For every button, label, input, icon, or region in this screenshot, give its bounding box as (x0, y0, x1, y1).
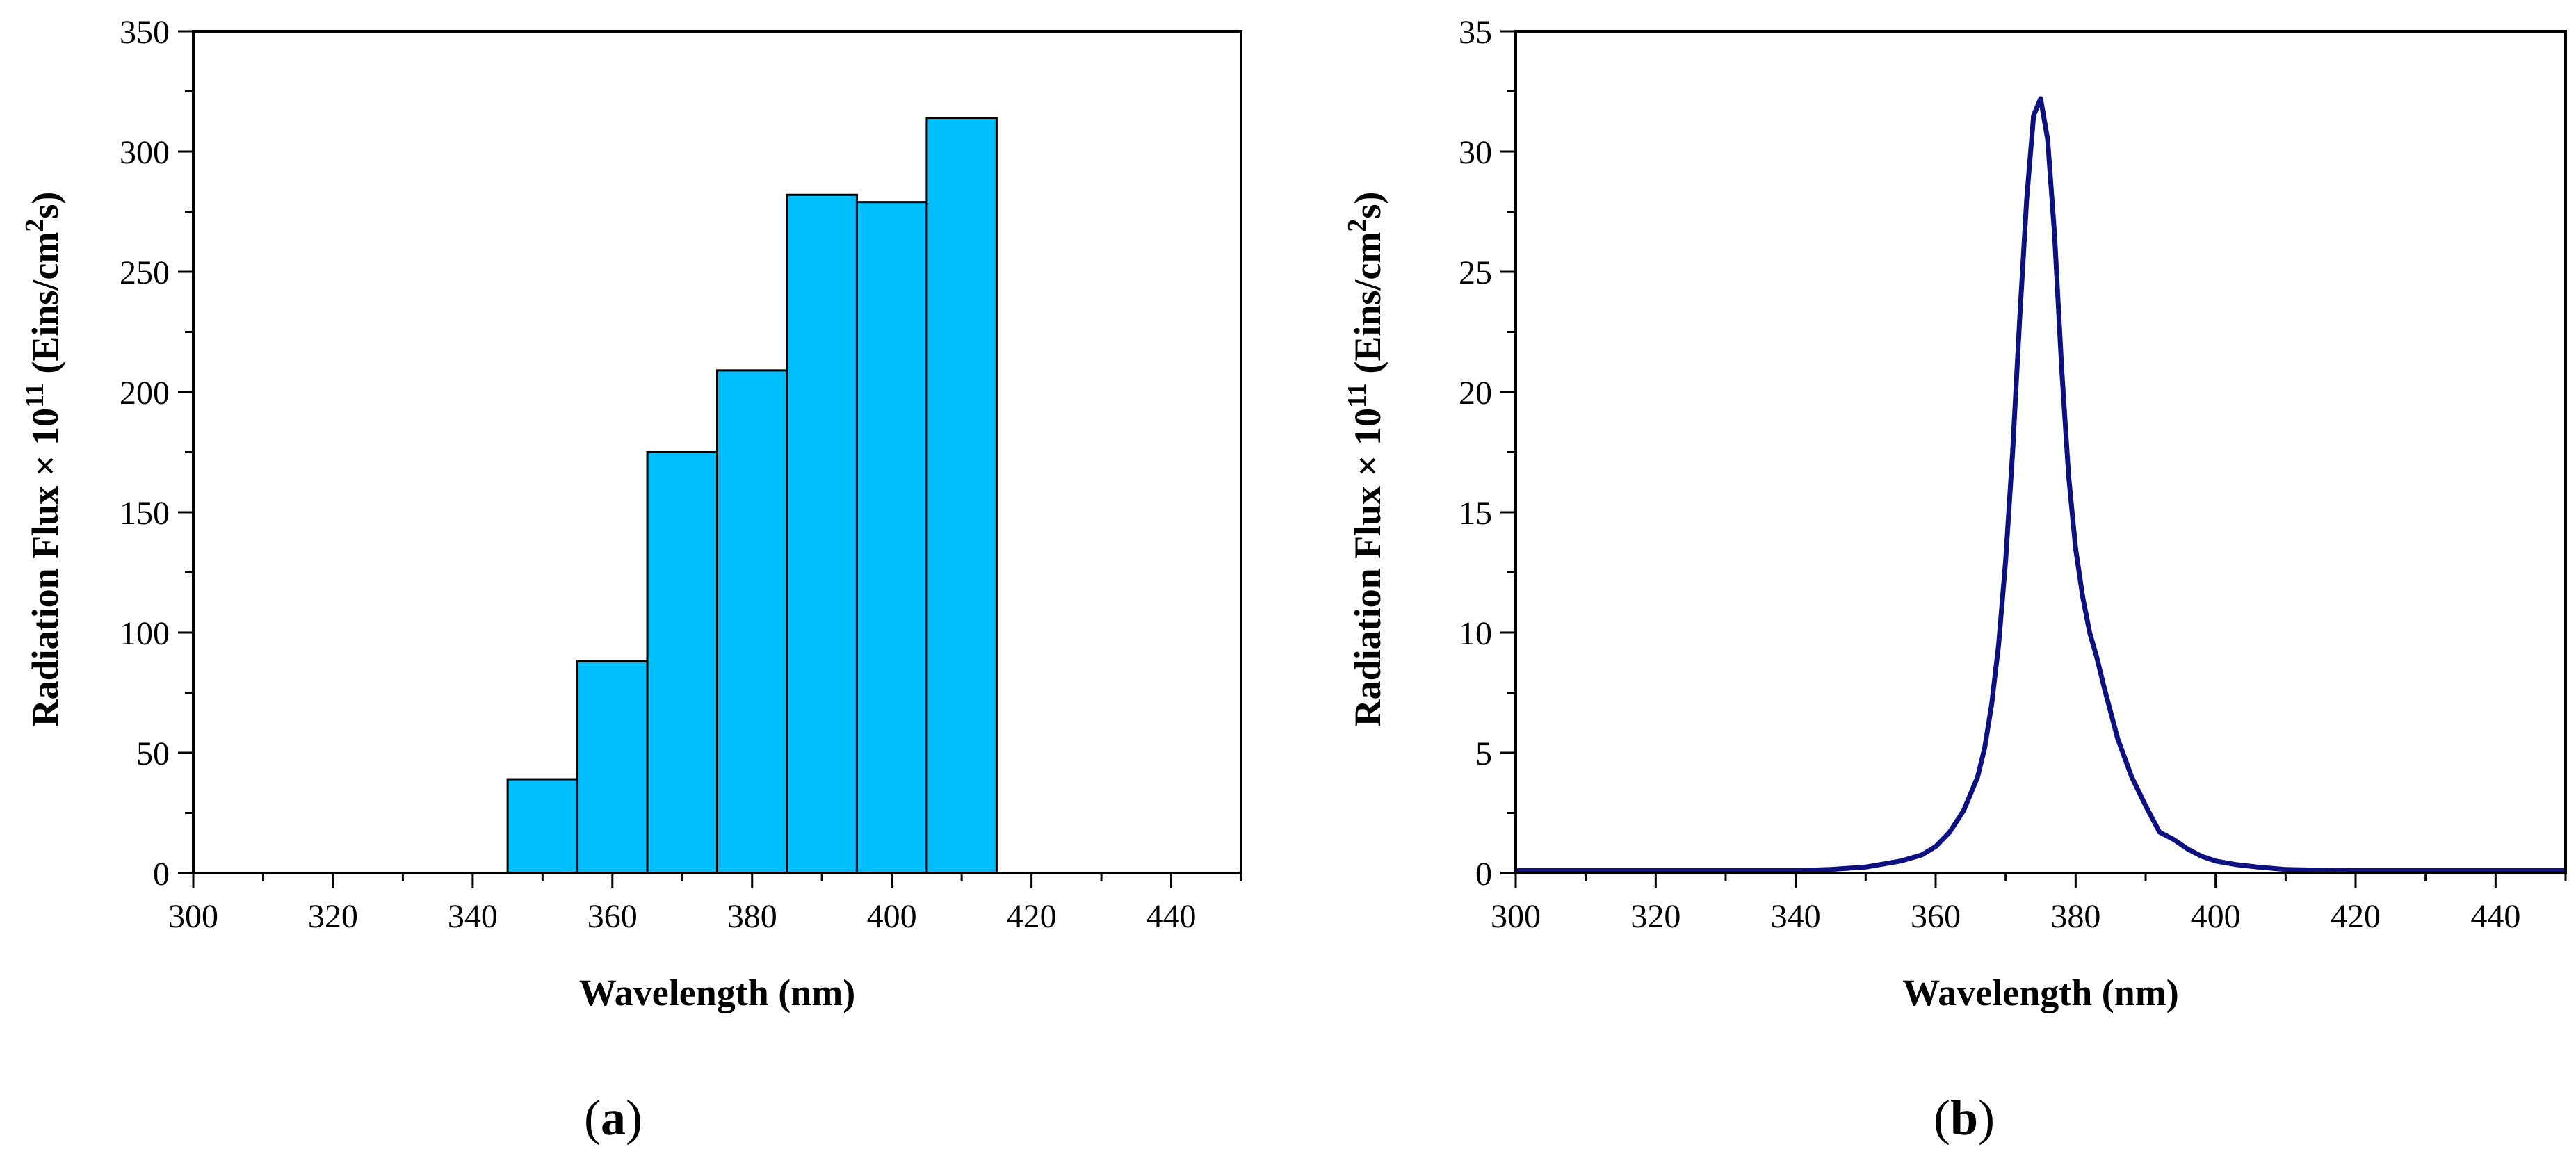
bar-390 (786, 193, 858, 874)
y-axis-title-b: Radiation Flux × 1011 (Eins/cm2s) (1343, 192, 1388, 727)
y-axis-title-a: Radiation Flux × 1011 (Eins/cm2s) (20, 192, 66, 727)
panel-label-a: (a) (584, 1090, 642, 1146)
x-tick-label-a: 360 (588, 898, 638, 935)
bar-380 (716, 369, 788, 874)
x-tick-label-b: 400 (2191, 898, 2241, 935)
bar-350 (506, 778, 579, 874)
x-ticks-b: 300 320 340 360 380 400 420 440 (1491, 873, 2567, 935)
y-tick-label-a: 350 (120, 14, 170, 51)
x-tick-label-a: 440 (1147, 898, 1197, 935)
x-tick-label-a: 340 (448, 898, 498, 935)
bar-400 (855, 201, 928, 874)
x-axis-title-a: Wavelength (nm) (579, 972, 856, 1013)
y-tick-label-b: 25 (1459, 254, 1492, 291)
y-tick-label-b: 15 (1459, 495, 1492, 532)
y-tick-label-a: 100 (120, 615, 170, 652)
y-ticks-b: 0 5 10 15 20 25 30 35 (1459, 14, 1516, 893)
x-ticks-a: 300 320 340 360 380 400 420 440 (168, 873, 1242, 935)
x-tick-label-b: 320 (1630, 898, 1680, 935)
chart-b: 300 320 340 360 380 400 420 440 05101520253035 … (1343, 14, 2567, 1146)
plot-frame-b (1514, 30, 2567, 874)
x-tick-label-b: 360 (1911, 898, 1961, 935)
x-tick-label-b: 420 (2331, 898, 2381, 935)
y-tick-label-a: 150 (120, 495, 170, 532)
y-tick-label-a: 50 (136, 735, 170, 772)
y-tick-label-a: 250 (120, 254, 170, 291)
y-tick-label-b: 0 (1475, 856, 1492, 893)
x-tick-label-b: 340 (1771, 898, 1821, 935)
panel-label-b: (b) (1934, 1090, 1995, 1146)
bar-370 (646, 451, 718, 874)
y-tick-label-a: 300 (120, 134, 170, 171)
y-tick-label-b: 5 (1475, 735, 1492, 772)
x-tick-label-a: 320 (308, 898, 358, 935)
x-axis-title-b: Wavelength (nm) (1902, 972, 2179, 1013)
spectrum-line (1516, 96, 2566, 873)
y-tick-label-a: 0 (153, 856, 170, 893)
bars-group-a (506, 117, 998, 874)
y-tick-label-b: 20 (1459, 375, 1492, 412)
y-ticks-a: 0 50 100 150 200 250 300 350 (120, 14, 193, 893)
x-tick-label-a: 420 (1007, 898, 1057, 935)
x-tick-label-a: 400 (867, 898, 917, 935)
bar-360 (576, 660, 649, 874)
x-tick-label-b: 380 (2050, 898, 2100, 935)
x-tick-label-a: 300 (168, 898, 218, 935)
x-tick-label-b: 300 (1491, 898, 1541, 935)
y-tick-label-b: 30 (1459, 134, 1492, 171)
bar-410 (925, 117, 998, 874)
x-tick-label-a: 380 (727, 898, 777, 935)
y-tick-label-a: 200 (120, 375, 170, 412)
chart-a: 300 320 340 360 380 400 420 440 0 50 100 150 200 250… (20, 14, 1242, 1146)
y-tick-label-b: 10 (1459, 615, 1492, 652)
x-tick-label-b: 440 (2470, 898, 2520, 935)
y-tick-label-b: 35 (1459, 14, 1492, 51)
